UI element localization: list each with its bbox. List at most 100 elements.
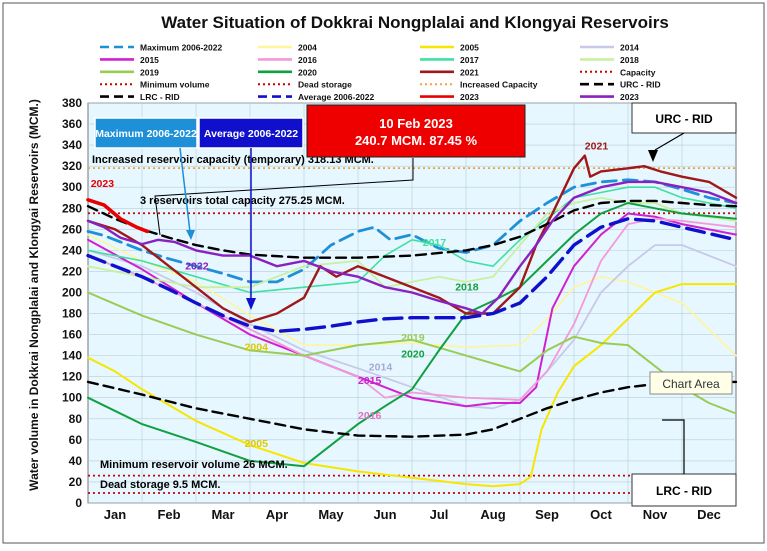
avg-label-text: Average 2006-2022 bbox=[204, 128, 298, 140]
x-tick-label: Sep bbox=[535, 507, 559, 522]
callout-connector bbox=[154, 158, 414, 236]
avg-label-box bbox=[198, 117, 304, 149]
legend-label: 2023 bbox=[460, 92, 479, 102]
y-tick-label: 20 bbox=[69, 475, 83, 489]
legend-label: 2005 bbox=[460, 43, 479, 53]
x-tick-label: Aug bbox=[480, 507, 505, 522]
legend-label: 2016 bbox=[298, 55, 317, 65]
y-tick-label: 360 bbox=[62, 117, 82, 131]
legend-label: URC - RID bbox=[620, 80, 661, 90]
y-tick-label: 320 bbox=[62, 159, 82, 173]
y-tick-label: 240 bbox=[62, 243, 82, 257]
x-tick-label: Nov bbox=[643, 507, 668, 522]
lrc-connector bbox=[662, 419, 685, 474]
series-label: 2017 bbox=[423, 237, 447, 249]
dead-storage-label: Dead storage 9.5 MCM. bbox=[100, 479, 220, 491]
x-tick-label: Jan bbox=[104, 507, 126, 522]
minimum-volume-label: Minimum reservoir volume 26 MCM. bbox=[100, 459, 288, 471]
chart-area-tooltip-text: Chart Area bbox=[662, 377, 720, 391]
x-tick-label: Apr bbox=[266, 507, 288, 522]
x-tick-label: Feb bbox=[157, 507, 180, 522]
lrc-label-text: LRC - RID bbox=[656, 484, 712, 498]
legend-label: 2023 bbox=[620, 92, 639, 102]
y-tick-label: 280 bbox=[62, 201, 82, 215]
max-arrow bbox=[179, 147, 191, 233]
x-tick-label: Jul bbox=[430, 507, 449, 522]
series-lines bbox=[86, 154, 738, 488]
series-line bbox=[87, 186, 737, 294]
series-label: 2005 bbox=[245, 438, 269, 450]
series-line bbox=[87, 212, 737, 408]
series-line bbox=[87, 233, 737, 357]
urc-arrow-head bbox=[648, 150, 658, 162]
y-tick-label: 200 bbox=[62, 285, 82, 299]
series-line bbox=[86, 199, 738, 259]
series-line bbox=[86, 198, 150, 234]
y-axis-label: Water volume in Dokkrai Nongplalai and K… bbox=[27, 99, 41, 491]
chart-area-tooltip bbox=[649, 371, 733, 395]
legend-label: 2015 bbox=[140, 55, 159, 65]
y-tick-label: 260 bbox=[62, 222, 82, 236]
y-tick-label: 60 bbox=[69, 433, 83, 447]
legend-label: Dead storage bbox=[298, 80, 352, 90]
series-label: 2021 bbox=[585, 140, 609, 152]
series-label: 2020 bbox=[401, 349, 425, 361]
legend: Maximum 2006-2022 2004 2005 2014 2015 2016 201… bbox=[100, 43, 661, 102]
urc-arrow bbox=[654, 132, 685, 151]
y-tick-label: 100 bbox=[62, 391, 82, 405]
x-tick-label: Dec bbox=[697, 507, 721, 522]
legend-label: 2019 bbox=[140, 67, 159, 77]
series-label: 2014 bbox=[369, 361, 393, 373]
series-label: 2015 bbox=[358, 375, 382, 387]
legend-label: Increased Capacity bbox=[460, 80, 538, 90]
y-tick-label: 380 bbox=[62, 96, 82, 110]
callout-date: 10 Feb 2023 bbox=[379, 116, 453, 131]
max-arrow-head bbox=[186, 230, 195, 240]
series-label: 2022 bbox=[185, 260, 209, 272]
legend-label: 2020 bbox=[298, 67, 317, 77]
series-line bbox=[86, 178, 738, 284]
callout-value: 240.7 MCM. 87.45 % bbox=[355, 133, 478, 148]
increased-capacity-label: Increased reservoir capacity (temporary)… bbox=[92, 154, 374, 166]
y-tick-label: 340 bbox=[62, 138, 82, 152]
x-tick-label: Mar bbox=[211, 507, 234, 522]
annotations: Increased reservoir capacity (temporary)… bbox=[92, 102, 737, 507]
legend-label: Capacity bbox=[620, 67, 656, 77]
urc-label-text: URC - RID bbox=[655, 112, 713, 126]
y-tick-label: 180 bbox=[62, 307, 82, 321]
series-label: 2004 bbox=[245, 341, 269, 353]
x-tick-label: Oct bbox=[590, 507, 612, 522]
callout-box bbox=[306, 104, 526, 158]
grid bbox=[88, 102, 736, 504]
legend-label: Minimum volume bbox=[140, 80, 210, 90]
y-tick-label: 80 bbox=[69, 412, 83, 426]
series-label: 2023 bbox=[91, 178, 115, 190]
series-line bbox=[86, 180, 738, 315]
x-tick-label: May bbox=[318, 507, 344, 522]
legend-label: Average 2006-2022 bbox=[298, 92, 375, 102]
series-line bbox=[86, 217, 738, 334]
series-label: 2018 bbox=[455, 281, 479, 293]
urc-label-box bbox=[631, 102, 737, 134]
y-tick-label: 300 bbox=[62, 180, 82, 194]
y-tick-label: 140 bbox=[62, 349, 82, 363]
series-line bbox=[86, 380, 738, 438]
legend-label: 2014 bbox=[620, 43, 639, 53]
series-label: 2016 bbox=[358, 410, 382, 422]
max-label-box bbox=[94, 117, 198, 149]
legend-label: LRC - RID bbox=[140, 92, 180, 102]
y-tick-label: 0 bbox=[75, 496, 82, 510]
y-tick-label: 220 bbox=[62, 264, 82, 278]
legend-label: 2017 bbox=[460, 55, 479, 65]
legend-label: Maximum 2006-2022 bbox=[140, 43, 222, 53]
chart-title: Water Situation of Dokkrai Nongplalai an… bbox=[161, 13, 669, 32]
series-line bbox=[87, 283, 737, 488]
legend-label: 2021 bbox=[460, 67, 479, 77]
total-capacity-label: 3 reservoirs total capacity 275.25 MCM. bbox=[140, 195, 345, 207]
legend-label: 2004 bbox=[298, 43, 317, 53]
y-tick-label: 160 bbox=[62, 328, 82, 342]
y-tick-label: 120 bbox=[62, 370, 82, 384]
max-label-text: Maximum 2006-2022 bbox=[95, 128, 197, 140]
